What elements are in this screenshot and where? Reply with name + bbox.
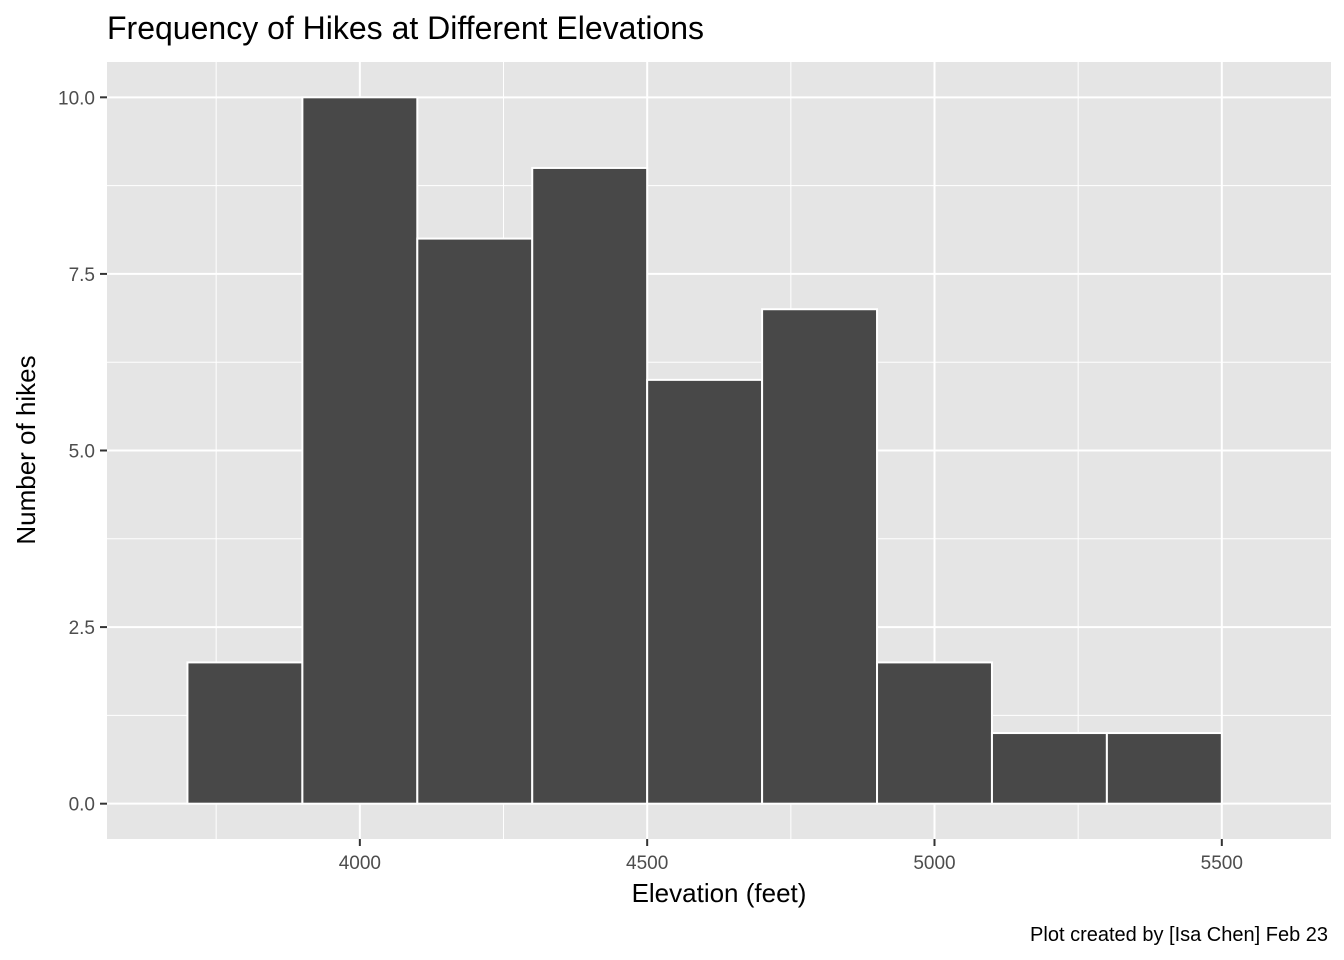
y-tick-label: 7.5 (69, 265, 95, 286)
y-axis: 0.0 2.5 5.0 7.5 10.0 (58, 88, 107, 816)
y-tick-label: 10.0 (58, 88, 95, 109)
chart-title: Frequency of Hikes at Different Elevatio… (107, 10, 704, 46)
histogram-bar (646, 378, 764, 805)
histogram-bars (186, 96, 1223, 805)
histogram-bar (990, 732, 1108, 805)
x-tick-label: 4500 (626, 853, 668, 874)
histogram-bar (531, 166, 649, 805)
histogram-bar (876, 661, 993, 805)
histogram-bar (416, 237, 534, 805)
plot-caption: Plot created by [Isa Chen] Feb 23 (1030, 924, 1328, 946)
histogram-bar (1105, 732, 1223, 805)
y-tick-label: 2.5 (69, 618, 95, 639)
x-tick-label: 5500 (1201, 853, 1243, 874)
histogram-bar (761, 308, 879, 805)
y-tick-label: 5.0 (69, 442, 95, 463)
histogram-bar (301, 96, 419, 805)
x-axis: 4000 4500 5000 5500 (339, 839, 1243, 874)
y-tick-label: 0.0 (69, 795, 95, 816)
x-tick-label: 4000 (339, 853, 381, 874)
histogram-bar (186, 661, 304, 805)
x-tick-label: 5000 (913, 853, 955, 874)
x-axis-title: Elevation (feet) (632, 878, 807, 908)
y-axis-title: Number of hikes (11, 355, 41, 544)
